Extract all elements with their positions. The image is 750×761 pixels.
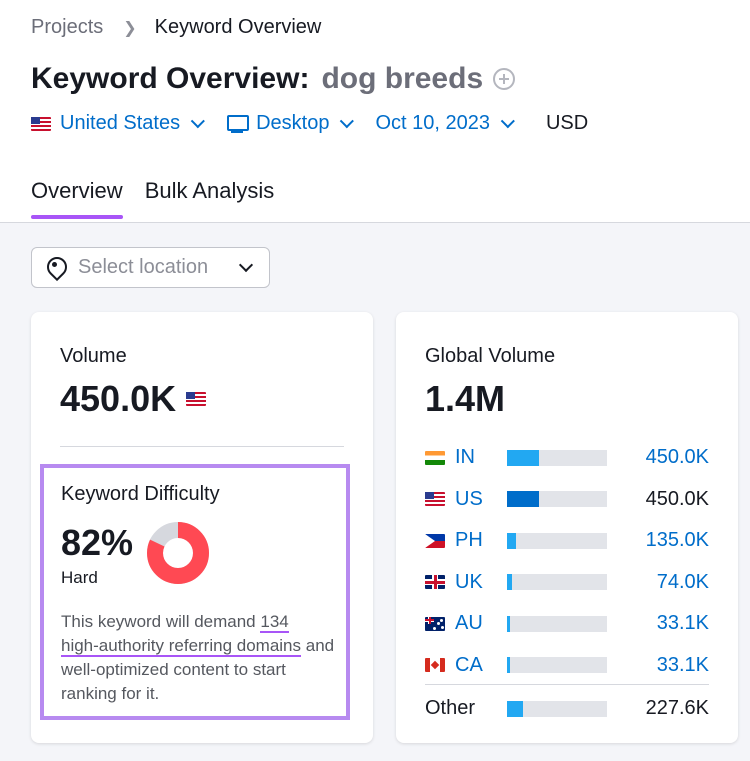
volume-bar bbox=[507, 700, 607, 717]
country-volume: 74.0K bbox=[656, 570, 709, 593]
page-title-keyword: dog breeds bbox=[321, 62, 484, 95]
volume-bar bbox=[507, 615, 607, 632]
volume-value: 450.0K bbox=[60, 378, 215, 420]
keyword-difficulty-description: This keyword will demand 134 high-authori… bbox=[61, 610, 341, 706]
country-volume: 33.1K bbox=[656, 653, 709, 676]
us-flag-icon bbox=[186, 392, 207, 406]
device-label: Desktop bbox=[256, 112, 330, 134]
description-text: This keyword will demand bbox=[61, 612, 261, 631]
country-code: AU bbox=[455, 612, 483, 635]
country-code: IN bbox=[455, 446, 475, 469]
uk-flag-icon bbox=[425, 575, 445, 590]
volume-bar bbox=[507, 449, 607, 466]
breadcrumb-projects-link[interactable]: Projects bbox=[31, 16, 104, 38]
tab-bulk-analysis[interactable]: Bulk Analysis bbox=[144, 178, 275, 203]
country-row-us[interactable]: US 450.0K bbox=[425, 479, 709, 521]
country-row-other: Other 227.6K bbox=[425, 688, 709, 730]
divider bbox=[60, 446, 344, 447]
volume-label: Volume bbox=[60, 345, 127, 367]
country-label: United States bbox=[60, 112, 181, 134]
difficulty-donut bbox=[147, 522, 209, 584]
country-code: US bbox=[455, 487, 483, 510]
canada-flag-icon bbox=[425, 658, 445, 673]
page-title: Keyword Overview: dog breeds bbox=[31, 62, 516, 96]
referring-domains-link[interactable]: high-authority referring domains bbox=[61, 636, 302, 657]
other-label: Other bbox=[425, 697, 476, 720]
country-volume-list: IN 450.0K US 450.0K PH 135.0K UK 74.0K A… bbox=[425, 437, 709, 686]
chevron-down-icon bbox=[238, 257, 254, 273]
country-volume: 135.0K bbox=[645, 529, 709, 552]
chevron-down-icon bbox=[500, 113, 515, 128]
keyword-difficulty-panel: Keyword Difficulty 82% Hard This keyword… bbox=[40, 464, 350, 720]
volume-bar bbox=[507, 532, 607, 549]
currency-label: USD bbox=[545, 112, 589, 134]
volume-number: 450.0K bbox=[60, 378, 177, 419]
chevron-down-icon bbox=[340, 113, 355, 128]
india-flag-icon bbox=[425, 450, 445, 465]
divider bbox=[425, 684, 709, 685]
device-dropdown[interactable]: Desktop bbox=[226, 112, 355, 135]
country-row-au[interactable]: AU 33.1K bbox=[425, 603, 709, 645]
keyword-difficulty-level: Hard bbox=[61, 568, 98, 587]
volume-bar bbox=[507, 574, 607, 591]
country-row-ph[interactable]: PH 135.0K bbox=[425, 520, 709, 562]
philippines-flag-icon bbox=[425, 533, 445, 548]
location-select[interactable]: Select location bbox=[31, 247, 270, 288]
country-volume: 450.0K bbox=[645, 487, 709, 510]
breadcrumb: Projects ❯ Keyword Overview bbox=[31, 16, 321, 39]
volume-bar bbox=[507, 657, 607, 674]
add-keyword-plus-icon[interactable] bbox=[493, 68, 516, 90]
header-area: Projects ❯ Keyword Overview Keyword Over… bbox=[0, 0, 750, 223]
us-flag-icon bbox=[31, 116, 51, 131]
global-volume-label: Global Volume bbox=[425, 345, 556, 367]
country-code: PH bbox=[455, 529, 483, 552]
donut-fill bbox=[147, 522, 209, 584]
other-volume: 227.6K bbox=[645, 697, 709, 720]
location-placeholder: Select location bbox=[78, 256, 209, 278]
date-dropdown[interactable]: Oct 10, 2023 bbox=[375, 112, 515, 135]
country-volume: 33.1K bbox=[656, 612, 709, 635]
country-row-in[interactable]: IN 450.0K bbox=[425, 437, 709, 479]
chevron-down-icon bbox=[190, 113, 205, 128]
global-volume-value: 1.4M bbox=[425, 378, 506, 419]
country-code: UK bbox=[455, 570, 483, 593]
desktop-icon bbox=[226, 114, 250, 134]
country-dropdown[interactable]: United States bbox=[31, 112, 205, 135]
country-row-uk[interactable]: UK 74.0K bbox=[425, 562, 709, 604]
tab-bar: Overview Bulk Analysis bbox=[31, 178, 296, 219]
volume-bar bbox=[507, 491, 607, 508]
date-label: Oct 10, 2023 bbox=[375, 112, 490, 134]
location-pin-icon bbox=[46, 257, 64, 279]
referring-domains-count: 134 bbox=[260, 612, 289, 633]
page-title-label: Keyword Overview: bbox=[31, 62, 310, 95]
global-volume-card: Global Volume 1.4M IN 450.0K US 450.0K P… bbox=[396, 312, 738, 743]
description-text: and well-optimized content to start rank… bbox=[61, 636, 335, 703]
keyword-difficulty-label: Keyword Difficulty bbox=[61, 483, 220, 505]
country-code: CA bbox=[455, 653, 483, 676]
keyword-difficulty-percent: 82% bbox=[61, 522, 134, 563]
tab-overview[interactable]: Overview bbox=[31, 178, 123, 219]
filter-bar: United States Desktop Oct 10, 2023 USD bbox=[31, 112, 614, 135]
country-volume: 450.0K bbox=[645, 446, 709, 469]
breadcrumb-current: Keyword Overview bbox=[154, 16, 322, 38]
volume-card: Volume 450.0K Keyword Difficulty 82% Har… bbox=[31, 312, 373, 743]
australia-flag-icon bbox=[425, 616, 445, 631]
country-row-ca[interactable]: CA 33.1K bbox=[425, 645, 709, 687]
us-flag-icon bbox=[425, 492, 445, 507]
chevron-right-icon: ❯ bbox=[123, 19, 137, 37]
